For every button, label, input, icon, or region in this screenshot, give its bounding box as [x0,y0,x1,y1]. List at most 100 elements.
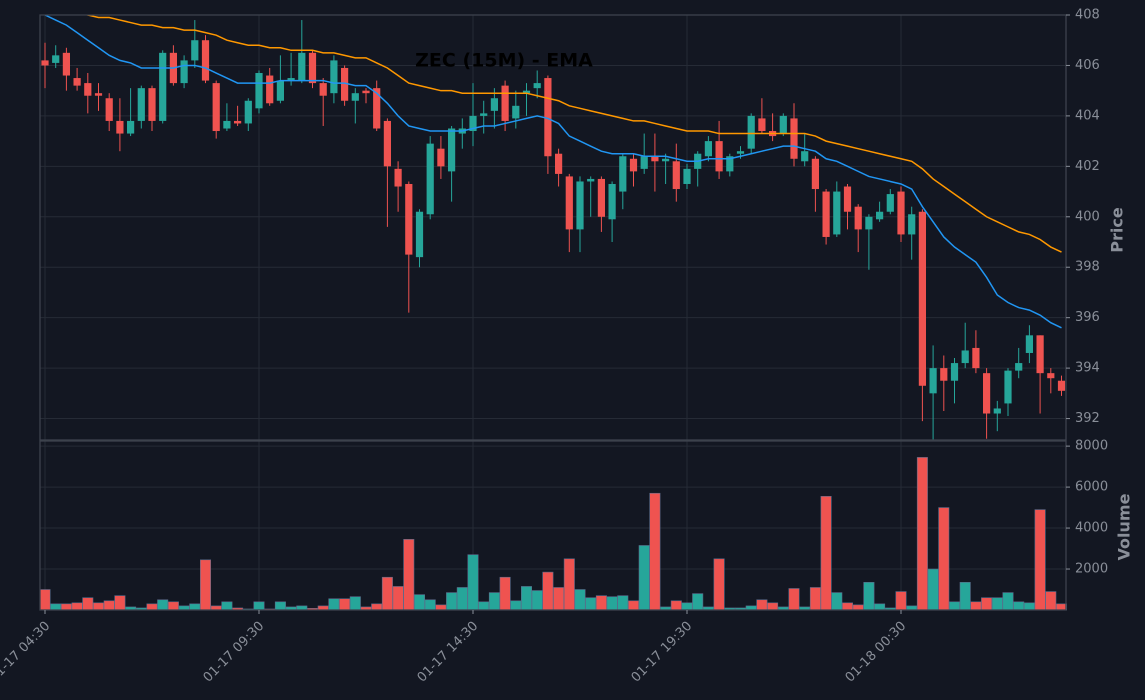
candle-body [672,161,680,190]
volume-bar [863,582,875,611]
candle-body [801,151,809,162]
candle-body [437,148,445,167]
volume-bar [670,600,682,611]
volume-bar [371,603,383,611]
volume-bar [638,545,650,611]
volume-bar [146,603,158,611]
candle-body [266,75,274,104]
volume-tick-label: 8000 [1075,439,1108,454]
volume-bar [852,604,864,611]
volume-bar [520,586,532,611]
volume-bar [71,602,83,611]
volume-tick-label: 2000 [1075,562,1108,577]
candle-body [929,368,937,394]
candle-body [298,52,306,81]
volume-bar [274,601,286,611]
volume-bar [339,598,351,611]
volume-bar [328,598,340,611]
volume-axis-label: Volume [1115,493,1134,560]
volume-bar [788,588,800,611]
volume-bar [435,604,447,611]
volume-frame [39,440,1067,611]
candle-body [1015,363,1023,371]
candle-body [512,105,520,119]
candle-body [1004,370,1012,404]
volume-bar [60,603,72,611]
volume-bar [563,558,575,611]
y-tick-label: 406 [1075,58,1100,73]
candle-body [1025,335,1033,353]
volume-bar [938,507,950,611]
candle-body [576,181,584,230]
volume-bar [981,597,993,611]
volume-bar [478,601,490,611]
candle-body [373,88,381,129]
candle-body [276,80,284,101]
volume-bar [221,601,233,611]
ema-line [84,15,1062,253]
volume-bar [895,591,907,611]
candle-body [865,216,873,230]
candle-body [908,214,916,235]
candle-body [822,191,830,237]
candle-body [52,55,60,63]
candle-body [651,156,659,162]
y-tick-label: 408 [1075,8,1100,23]
candle-body [758,118,766,132]
volume-bar [970,601,982,611]
candle-body [876,211,884,220]
volume-bar [93,602,105,611]
volume-bar [606,596,618,611]
volume-bar [349,596,361,611]
volume-bar [103,600,115,611]
volume-bar [1045,591,1057,611]
candle-body [608,183,616,220]
volume-bar [927,568,939,611]
candle-body [73,78,81,86]
candle-body [544,78,552,157]
candle-body [137,88,145,121]
candle-body [726,156,734,172]
volume-bar [446,592,458,611]
volume-bar [467,554,479,611]
volume-bar [820,496,832,611]
volume-bar [403,539,415,611]
candle-body [961,350,969,364]
candle-body [234,120,242,124]
candle-body [565,176,573,230]
y-tick-label: 394 [1075,361,1100,376]
volume-bar [82,597,94,611]
candle-body [116,120,124,134]
candle-body [94,93,103,96]
candle-body [940,368,948,381]
volume-bar [595,595,607,611]
volume-bar [1056,603,1068,611]
candle-body [704,141,712,157]
volume-bar [413,594,425,611]
candle-body [426,143,434,215]
volume-bar [1002,592,1014,611]
volume-bar [531,590,543,611]
candle-body [351,93,359,101]
volume-bar [916,457,928,611]
candle-body [533,83,541,89]
ema-line [44,15,1062,329]
candle-body [319,83,327,96]
candle-body [223,120,231,129]
candle-body [180,60,188,84]
candle-body [159,52,167,121]
candle-body [555,153,563,174]
volume-bar [948,601,960,611]
candle-body [779,115,787,134]
candle-body [1047,373,1055,379]
candle-body [897,191,905,235]
candle-body [212,83,220,132]
volume-bar [1013,601,1025,611]
y-tick-label: 396 [1075,310,1100,325]
candle-body [501,85,509,121]
candle-body [201,40,210,81]
volume-bar [167,601,179,611]
volume-bar [510,600,522,611]
candle-body [330,60,338,94]
